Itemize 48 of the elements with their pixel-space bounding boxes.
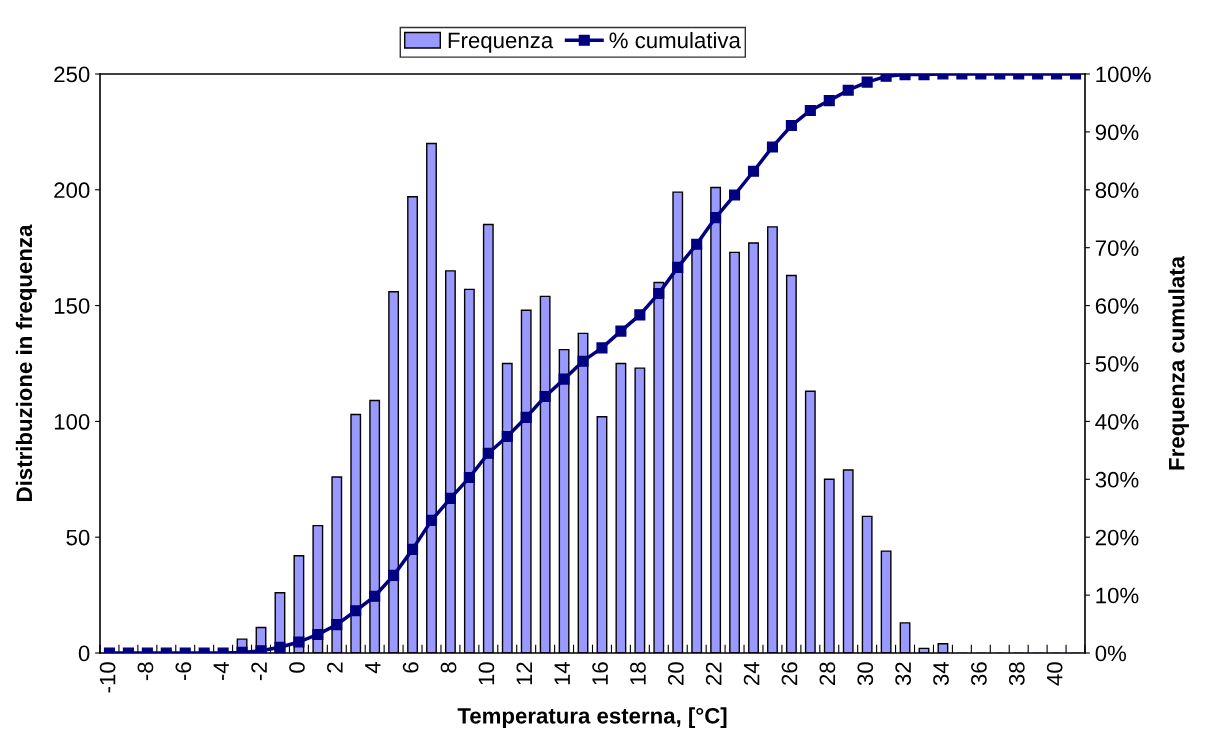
y2-tick-label: 30%: [1095, 471, 1139, 488]
y2-tick-label: 40%: [1095, 413, 1139, 430]
x-tick-label: -4: [213, 661, 229, 681]
y2-tick-label: 100%: [1096, 66, 1151, 83]
x-tick-label: 0: [289, 662, 305, 673]
x-tick-label: 2: [327, 662, 343, 673]
legend-label: Frequenza: [448, 32, 554, 53]
x-tick-label: 28: [819, 662, 836, 685]
x-tick-label: 6: [402, 662, 419, 673]
y2-axis-title: Frequenza cumulata: [1168, 255, 1189, 470]
y2-tick-label: 0%: [1095, 645, 1127, 662]
x-tick-label: 22: [705, 662, 722, 685]
x-tick-label: -2: [251, 662, 267, 681]
x-tick-label: -10: [99, 662, 116, 693]
x-tick-label: 36: [971, 662, 987, 686]
x-axis-title: Temperatura esterna, [°C]: [457, 707, 727, 729]
x-tick-label: 16: [592, 662, 608, 685]
y2-tick-label: 80%: [1095, 182, 1139, 199]
x-tick-label: 40: [1046, 662, 1063, 686]
x-tick-label: -6: [175, 662, 192, 681]
y2-tick-label: 20%: [1095, 529, 1139, 546]
x-tick-label: 30: [857, 662, 874, 686]
y2-tick-label: 10%: [1096, 587, 1139, 604]
x-tick-label: 26: [781, 662, 798, 685]
x-tick-label: 34: [933, 661, 949, 686]
y-tick-label: 100: [54, 413, 90, 430]
x-tick-label: 10: [478, 662, 495, 685]
y-tick-label: 50: [66, 529, 90, 546]
y2-tick-label: 70%: [1095, 240, 1139, 256]
y2-tick-label: 50%: [1095, 356, 1139, 372]
x-tick-label: 18: [630, 662, 646, 685]
x-tick-label: 8: [440, 662, 457, 673]
y-tick-label: 0: [78, 645, 90, 662]
legend-label: % cumulativa: [609, 31, 741, 49]
x-tick-label: 24: [743, 661, 760, 685]
x-tick-label: 14: [554, 661, 570, 685]
x-tick-label: 20: [667, 662, 684, 685]
x-tick-label: 32: [895, 662, 912, 686]
y-axis-title: Distribuzione in frequenza: [15, 224, 37, 501]
x-tick-label: 4: [365, 661, 381, 674]
y-tick-label: 150: [54, 298, 90, 314]
x-tick-label: 12: [516, 662, 532, 685]
y-tick-label: 250: [54, 66, 90, 83]
x-tick-label: -8: [137, 662, 154, 681]
x-tick-label: 38: [1008, 662, 1025, 686]
y2-tick-label: 60%: [1095, 298, 1139, 314]
y-tick-label: 200: [54, 182, 90, 199]
y2-tick-label: 90%: [1095, 124, 1139, 141]
